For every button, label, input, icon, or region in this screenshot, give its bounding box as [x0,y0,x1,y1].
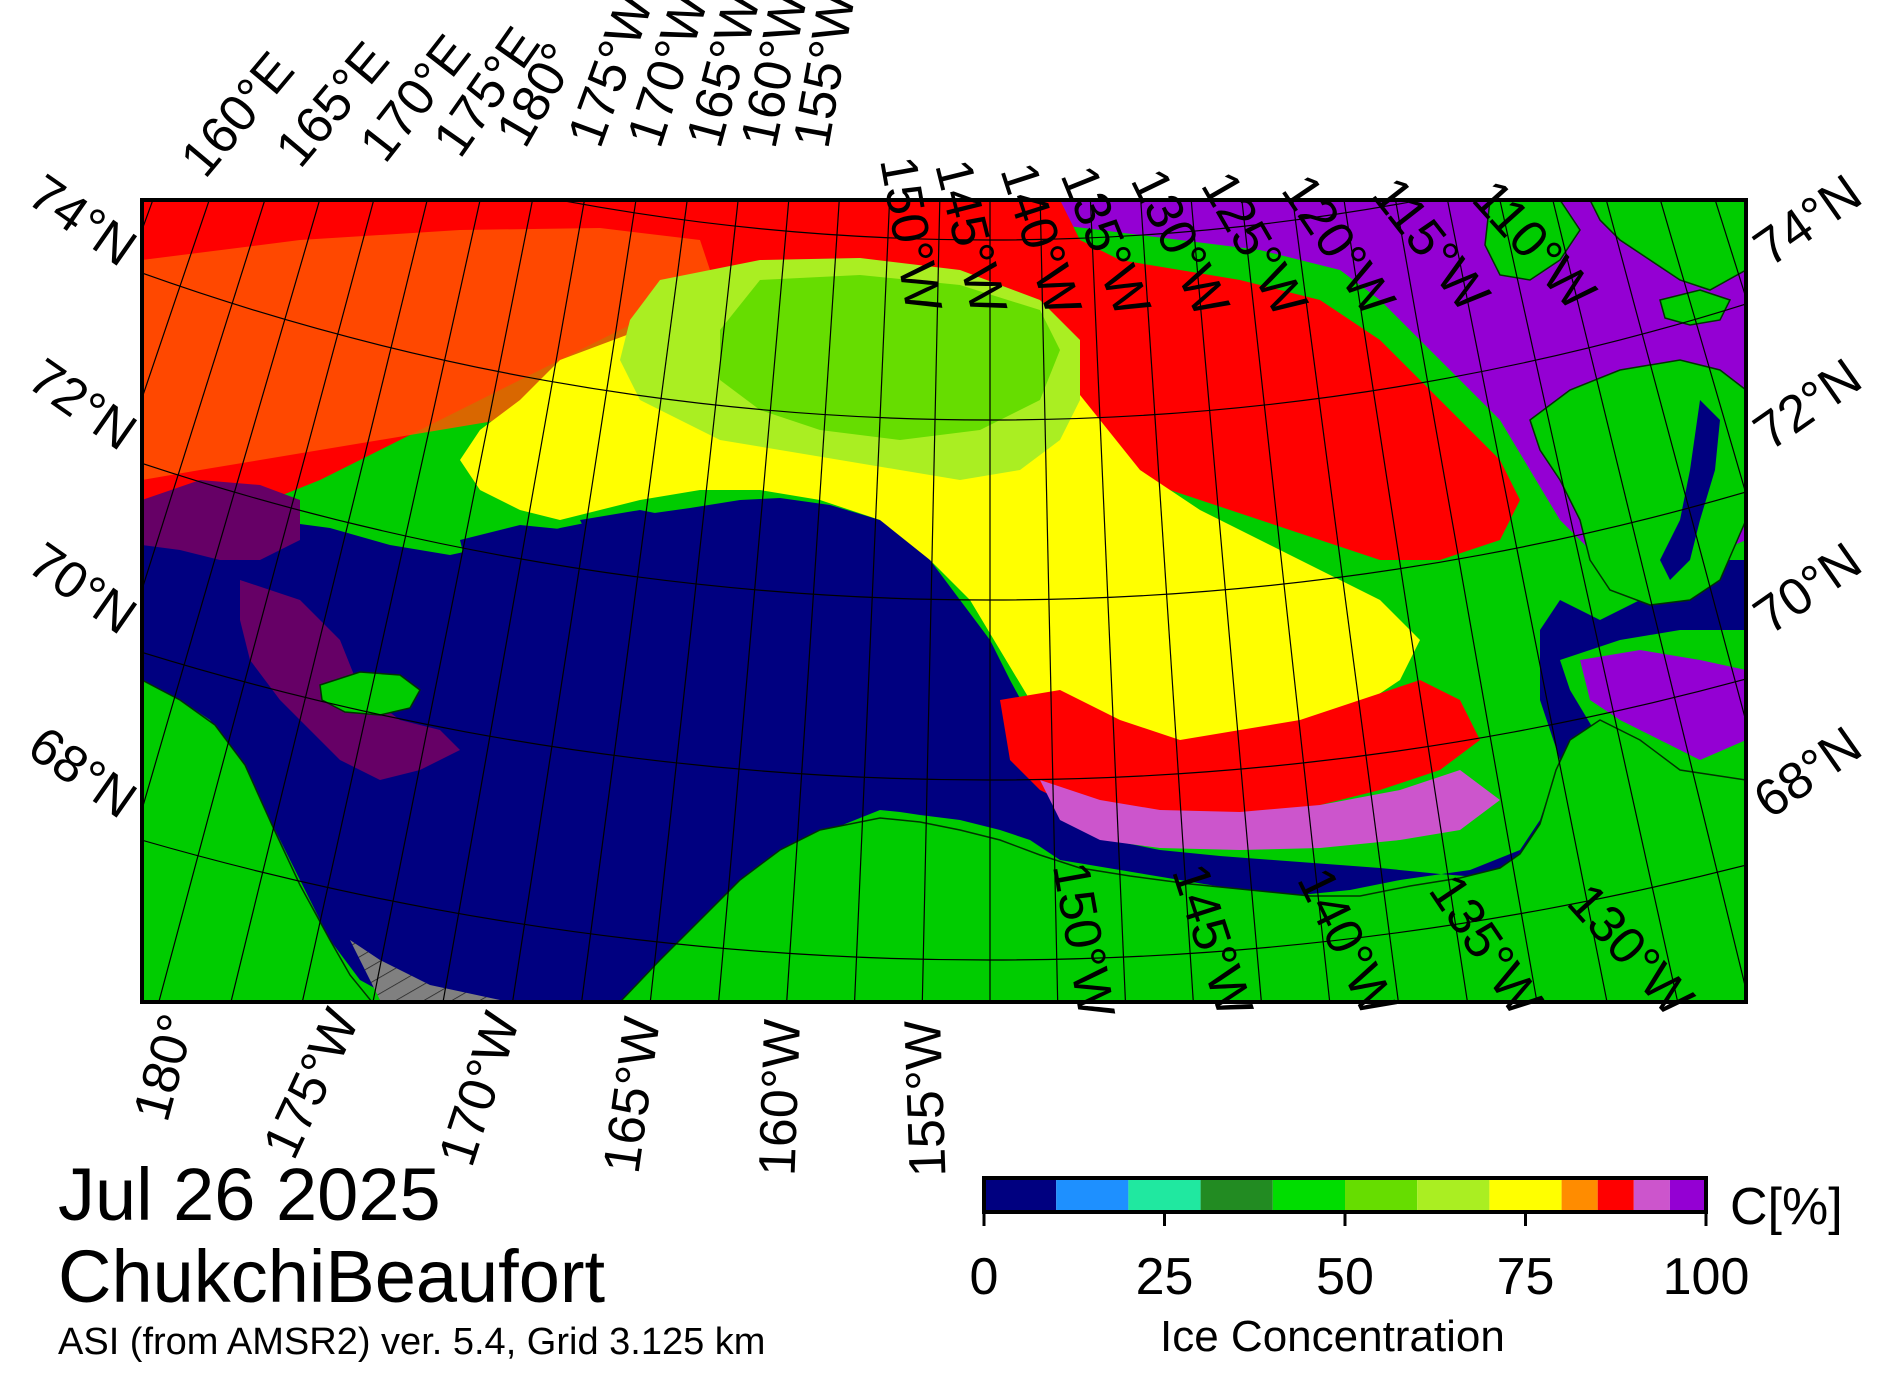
longitude-line [1876,0,1890,1104]
longitude-line [1241,200,1331,1002]
colorbar-bin [1633,1178,1670,1212]
longitude-line [1605,200,1746,724]
right-latitude-labels: 74°N 72°N 70°N 68°N [1744,164,1872,830]
alaska-land [618,719,1746,1002]
colorbar-tick-label: 100 [1662,1248,1750,1306]
colorbar-bin [1056,1178,1129,1212]
left-latitude-label: 68°N [18,716,146,830]
longitude-line [158,200,375,1002]
colorbar-bin [1200,1178,1273,1212]
ice-green-zone [720,275,1060,440]
longitude-line [1292,200,1399,1002]
longitude-line [1659,200,1746,496]
longitude-line [1089,200,1127,1002]
colorbar-tick-label: 0 [969,1248,999,1306]
longitude-line [1446,200,1608,1002]
left-latitude-label: 74°N [18,164,146,278]
colorbar-bin [1597,1178,1634,1212]
open-water-patch [330,560,420,625]
longitude-line [442,200,586,1002]
colorbar [982,1176,1708,1226]
longitude-line [301,200,481,1002]
product-info: ASI (from AMSR2) ver. 5.4, Grid 3.125 km [58,1321,766,1363]
open-water-patch [460,525,600,620]
wrangel-island [319,671,421,716]
ice-purple-east [1580,650,1746,760]
longitude-line [853,200,891,1002]
right-latitude-label: 70°N [1744,532,1872,646]
longitude-line [786,200,840,1002]
colorbar-bin [1128,1178,1201,1212]
bottom-longitude-label: 180° [123,1008,207,1127]
colorbar-bin [984,1178,1057,1212]
map-date: Jul 26 2025 [58,1153,441,1236]
bottom-longitude-label: 170°W [428,1006,532,1173]
longitude-line [921,200,941,1002]
left-latitude-label: 72°N [18,348,146,462]
colorbar-bin [1489,1178,1562,1212]
longitude-line [142,200,266,592]
arctic-islands-ne [1484,200,1581,281]
arctic-islands-ne2 [1589,200,1746,291]
longitude-line [1394,200,1538,1002]
longitude-line [1140,200,1194,1002]
bottom-longitude-label: 165°W [593,1014,672,1177]
longitude-line [142,200,321,812]
longitude-line [1499,200,1679,1002]
colorbar-tick-label: 25 [1135,1248,1194,1306]
longitude-line [511,200,637,1002]
colorbar-bin [1345,1178,1418,1212]
right-latitude-label: 74°N [1744,164,1872,278]
open-water-patch [580,510,720,600]
ice-purple-coastal [1040,770,1500,850]
left-latitude-label: 70°N [18,532,146,646]
longitude-line [1552,200,1746,993]
banks-island-channel [1660,400,1720,580]
bottom-longitude-label: 175°W [252,1001,371,1167]
longitude-line [1190,200,1262,1002]
ice-darkpurple-west [142,480,300,560]
colorbar-tick-label: 50 [1316,1248,1374,1306]
right-latitude-label: 68°N [1744,716,1872,830]
longitude-line [1343,200,1469,1002]
region-name: ChukchiBeaufort [58,1235,606,1318]
longitude-line [649,200,739,1002]
bottom-longitude-label: 155°W [894,1020,957,1179]
longitude-line [230,200,428,1002]
left-latitude-labels: 74°N 72°N 70°N 68°N [18,164,146,830]
colorbar-bin [1561,1178,1598,1212]
colorbar-bin [1272,1178,1345,1212]
longitude-line [1714,200,1746,300]
map-frame [140,198,1748,1004]
chukotka-land [142,679,373,1002]
longitude-line [372,200,534,1002]
open-water [142,498,1746,1002]
arctic-islands-ne3 [1659,289,1732,326]
longitude-line [1039,200,1059,1002]
ice-orange-zone [142,228,720,480]
longitude-line [581,200,688,1002]
colorbar-tick-label: 75 [1496,1248,1555,1306]
longitude-line [0,0,17,1039]
colorbar-title: Ice Concentration [1160,1312,1505,1361]
right-latitude-label: 72°N [1744,348,1872,462]
bottom-longitude-label: 160°W [749,1018,812,1177]
colorbar-bin [1669,1178,1706,1212]
longitude-line [718,200,790,1002]
colorbar-unit: C[%] [1730,1178,1843,1236]
no-data-area [350,940,540,1002]
colorbar-bin [1417,1178,1490,1212]
